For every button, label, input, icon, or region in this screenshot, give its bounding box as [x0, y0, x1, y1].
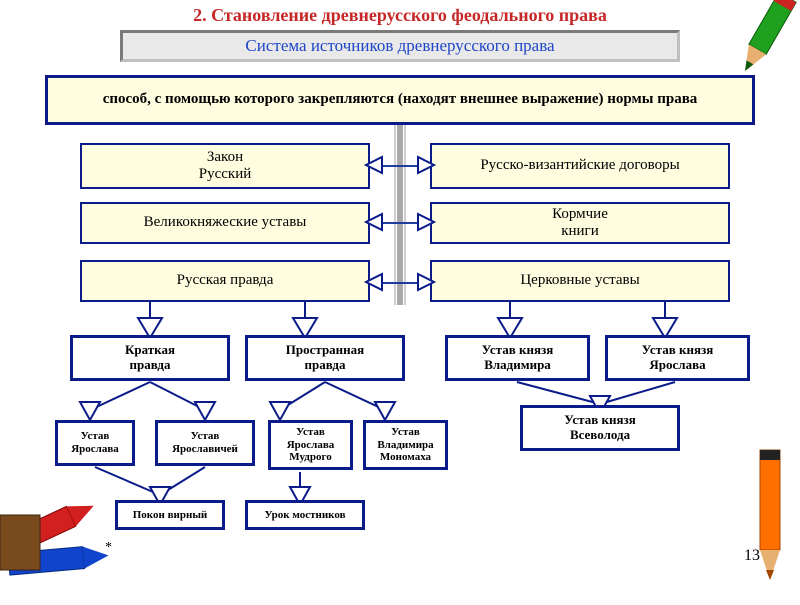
pencil-orange [740, 430, 800, 600]
header-box: Система источников древнерусского права [120, 30, 680, 62]
page-number: 13 [744, 547, 760, 565]
box-ustav-vsevoloda: Устав князя Всеволода [520, 405, 680, 451]
branch-arrows-icon [362, 143, 438, 303]
section-title: 2. Становление древнерусского феодальног… [90, 5, 710, 26]
box-ustav-monomaha: Устав Владимира Мономаха [363, 420, 448, 470]
box-russkaja-pravda: Русская правда [80, 260, 370, 302]
box-cerkovnye: Церковные уставы [430, 260, 730, 302]
footnote-mark: * [105, 540, 112, 556]
box-ustav-mudrogo: Устав Ярослава Мудрого [268, 420, 353, 470]
box-ustav-jaroslava-leaf: Устав Ярослава [55, 420, 135, 466]
box-ustav-jaroslavichej: Устав Ярославичей [155, 420, 255, 466]
box-velikoknjaz: Великокняжеские уставы [80, 202, 370, 244]
box-prostrannaja-pravda: Пространная правда [245, 335, 405, 381]
root-box: способ, с помощью которого закрепляются … [45, 75, 755, 125]
box-ustav-vladimira: Устав князя Владимира [445, 335, 590, 381]
box-urok-mostnikov: Урок мостников [245, 500, 365, 530]
box-pokon-virnyj: Покон вирный [115, 500, 225, 530]
box-kormchie: Кормчие книги [430, 202, 730, 244]
box-ustav-jaroslava: Устав князя Ярослава [605, 335, 750, 381]
box-rus-viz: Русско-византийские договоры [430, 143, 730, 189]
box-zakon-russkij: Закон Русский [80, 143, 370, 189]
box-kratkaja-pravda: Краткая правда [70, 335, 230, 381]
